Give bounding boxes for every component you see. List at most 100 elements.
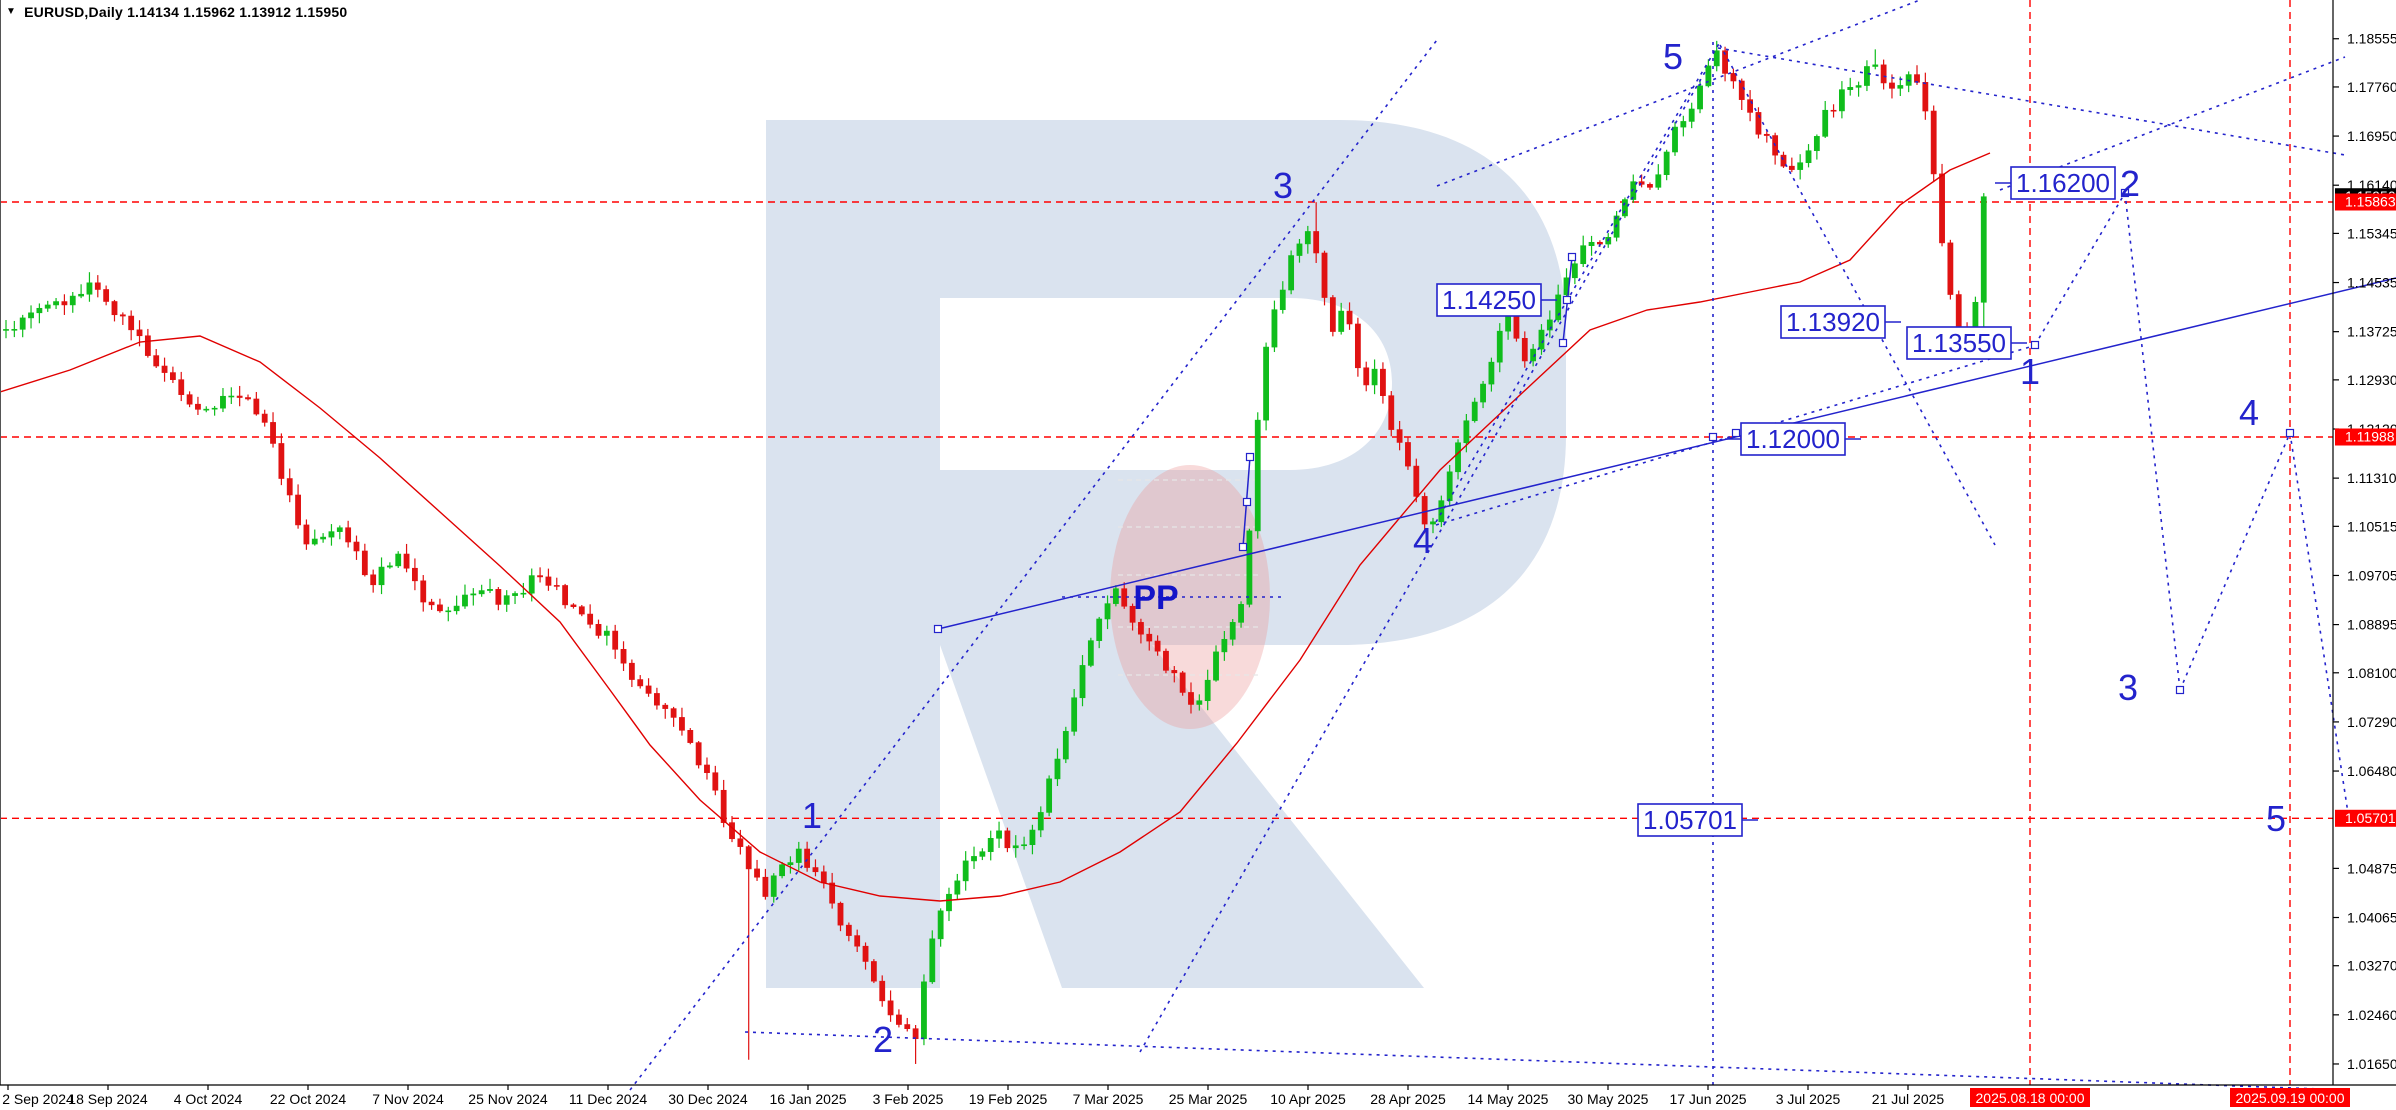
candle-body	[1780, 154, 1787, 167]
candle-body	[1112, 588, 1119, 604]
candle-body	[1388, 395, 1395, 430]
wave-number-label[interactable]: 1	[802, 795, 822, 836]
candle-body	[1880, 64, 1887, 84]
candles	[3, 40, 1987, 1064]
candle-body	[361, 550, 368, 576]
candle-body	[311, 538, 318, 545]
trendline-handle[interactable]	[1238, 542, 1248, 552]
candle-body	[445, 610, 452, 613]
price-tag[interactable]: 1.16200	[1995, 166, 2116, 200]
price-tag-box[interactable]	[1637, 803, 1743, 837]
wave-number-label[interactable]: 3	[2118, 667, 2138, 708]
price-tag-box[interactable]	[2010, 166, 2116, 200]
price-tick-label: 1.06480	[2347, 763, 2396, 779]
trendline-dashed[interactable]	[1436, 0, 1921, 187]
wave-number-label[interactable]: 4	[1413, 520, 1433, 561]
candle-body	[228, 395, 235, 398]
price-tag-box[interactable]	[1740, 422, 1846, 456]
trendline-dashed[interactable]	[2179, 432, 2291, 691]
price-tick-label: 1.17760	[2347, 79, 2396, 95]
pp-label[interactable]: PP	[1133, 579, 1178, 617]
wave-number-label[interactable]: 5	[2266, 798, 2286, 839]
price-tag[interactable]: 1.12000	[1725, 422, 1861, 456]
price-tag[interactable]: 1.13550	[1906, 326, 2027, 360]
trendline-solid[interactable]	[937, 277, 2396, 630]
trendline-dashed[interactable]	[744, 1031, 2349, 1091]
candle-body	[1421, 496, 1428, 525]
trendline-handle[interactable]	[1567, 252, 1577, 262]
candle-body	[679, 717, 685, 731]
candle-body	[662, 704, 669, 709]
wave-number-label[interactable]: 2	[2120, 163, 2140, 204]
price-tag-text: 1.13920	[1786, 307, 1880, 337]
candle-body	[729, 822, 735, 840]
candle-body	[1864, 66, 1870, 86]
candle-body	[136, 329, 143, 337]
price-tag-box[interactable]	[1436, 283, 1542, 317]
symbol-dropdown-icon[interactable]: ▼	[6, 5, 17, 17]
candle-body	[261, 413, 268, 423]
candle-body	[1638, 181, 1645, 185]
candle-body	[762, 876, 769, 897]
candle-body	[887, 1000, 894, 1016]
trendline-handle[interactable]	[2030, 340, 2040, 350]
candle-body	[428, 601, 435, 606]
trendline-dashed[interactable]	[1999, 56, 2346, 191]
candle-body	[1430, 521, 1436, 525]
trendline-dashed[interactable]	[1717, 47, 2346, 156]
candle-body	[119, 314, 126, 317]
price-tag-box[interactable]	[1906, 326, 2012, 360]
trendline-handle[interactable]	[2175, 685, 2185, 695]
time-tick-label: 11 Dec 2024	[569, 1091, 648, 1107]
candle-body	[86, 282, 93, 295]
price-tag[interactable]: 1.13920	[1780, 305, 1901, 339]
candle-body	[1012, 845, 1019, 849]
candle-body	[1413, 465, 1420, 497]
candle-body	[3, 329, 9, 331]
wave-number-label[interactable]: 4	[2239, 392, 2259, 433]
time-tick-label: 17 Jun 2025	[1669, 1091, 1746, 1107]
price-tag-box[interactable]	[1780, 305, 1886, 339]
candle-body	[470, 593, 477, 596]
price-tag-text: 1.05701	[1643, 805, 1737, 835]
candle-body	[203, 408, 210, 411]
trendline-dashed[interactable]	[1435, 41, 1721, 523]
candle-body	[862, 945, 869, 962]
trendline-handle[interactable]	[1558, 338, 1568, 348]
trendline-handle[interactable]	[1731, 428, 1741, 438]
trendline-handle[interactable]	[933, 624, 943, 634]
trendline-handle[interactable]	[1242, 497, 1252, 507]
candle-body	[553, 585, 560, 587]
trendline-dashed[interactable]	[2034, 192, 2126, 346]
trendline-handle[interactable]	[2285, 428, 2295, 438]
candle-body	[1438, 500, 1445, 523]
candle-body	[1455, 442, 1461, 473]
price-tick-label: 1.04875	[2347, 860, 2396, 876]
candle-body	[370, 574, 377, 586]
trendline-dashed[interactable]	[2124, 192, 2181, 691]
trendline-handle[interactable]	[1245, 452, 1255, 462]
watermark-logo	[766, 120, 1566, 988]
price-axis[interactable]: 1.185551.177601.169501.161401.153451.145…	[2333, 31, 2396, 1072]
trendline-handle[interactable]	[2120, 188, 2130, 198]
wave-number-label[interactable]: 3	[1273, 165, 1293, 206]
candle-body	[1229, 622, 1236, 640]
candle-body	[286, 478, 293, 496]
candle-body	[1530, 348, 1537, 362]
candle-body	[1947, 242, 1954, 295]
candle-body	[620, 649, 627, 664]
time-tick-label: 7 Nov 2024	[372, 1091, 444, 1107]
candle-body	[36, 307, 43, 314]
candle-body	[1839, 89, 1845, 112]
trendline-handle[interactable]	[1708, 432, 1718, 442]
trendline-dashed[interactable]	[2289, 432, 2349, 814]
trendline-handle[interactable]	[1562, 295, 1572, 305]
candle-body	[1079, 665, 1086, 699]
price-tag[interactable]: 1.14250	[1436, 283, 1557, 317]
price-tag[interactable]: 1.05701	[1637, 803, 1758, 837]
wave-number-label[interactable]: 1	[2020, 351, 2040, 392]
wave-number-label[interactable]: 2	[873, 1019, 893, 1060]
wave-number-label[interactable]: 5	[1663, 36, 1683, 77]
candle-body	[1855, 85, 1862, 88]
